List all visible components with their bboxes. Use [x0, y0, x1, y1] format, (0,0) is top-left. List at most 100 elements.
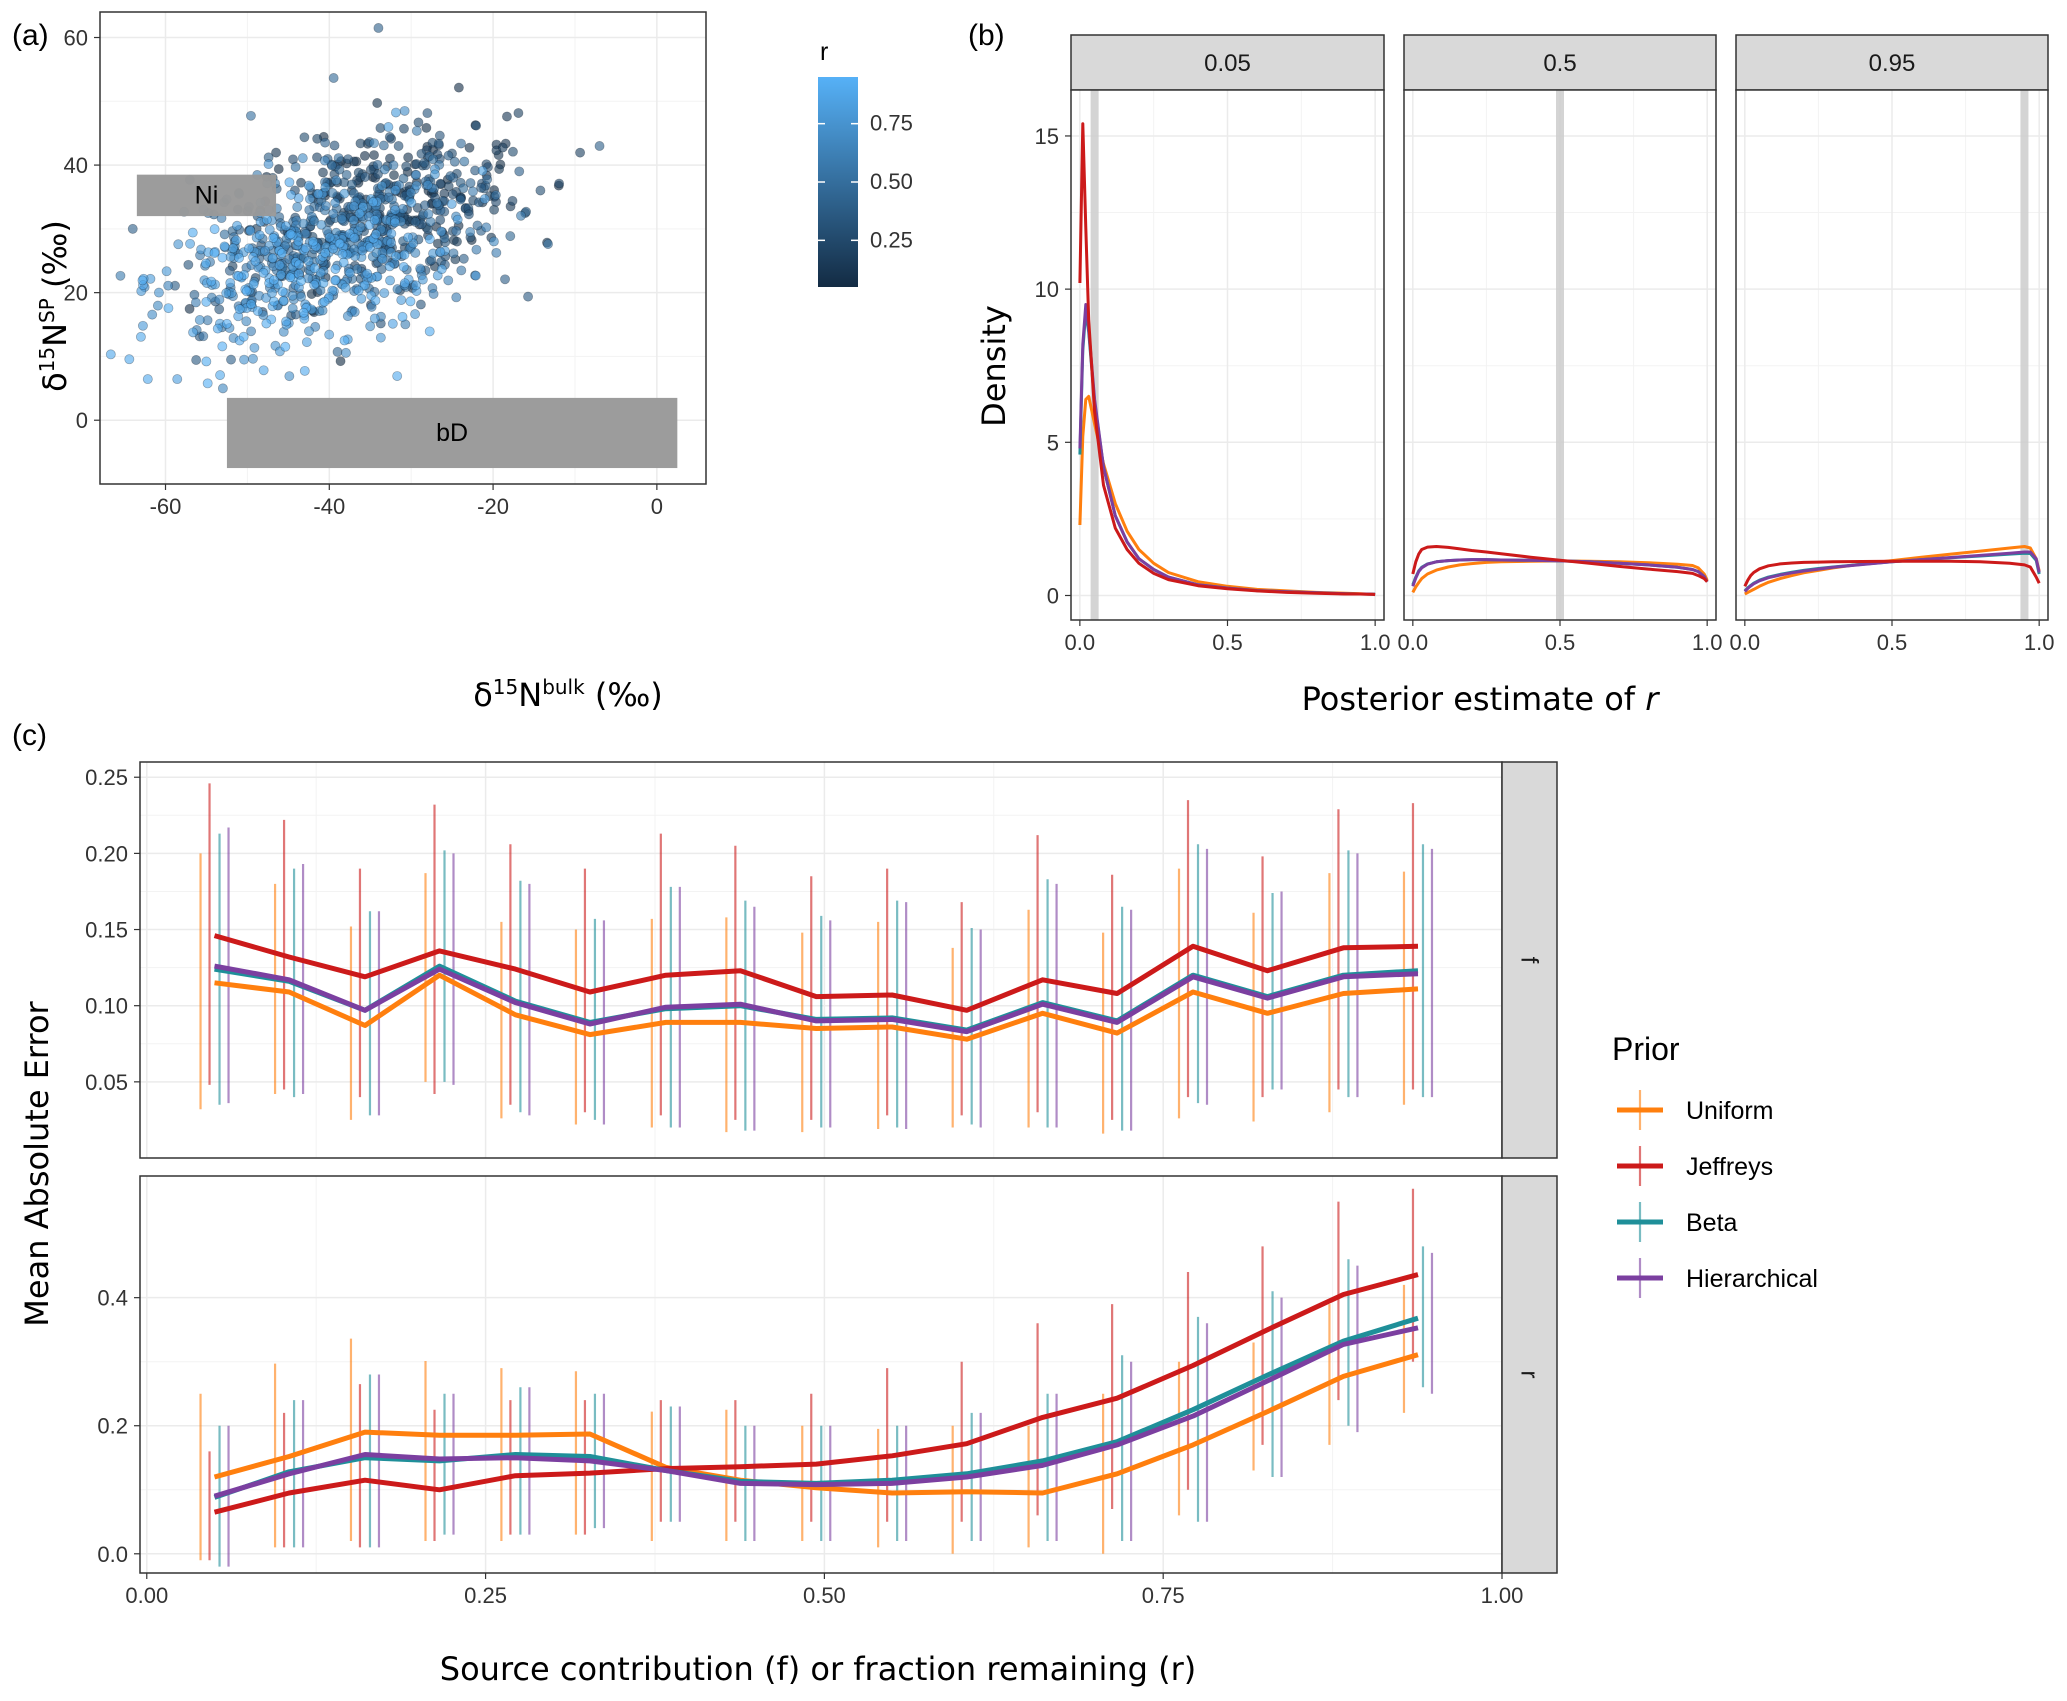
scatter-point: [385, 275, 396, 286]
scatter-point: [477, 165, 488, 176]
scatter-point: [214, 304, 225, 315]
scatter-point: [147, 309, 158, 320]
legend: Prior Uniform Jeffreys Beta Hierarchical: [1612, 1031, 1818, 1298]
density-line-hierarchical: [1411, 558, 1709, 587]
scatter-point: [124, 354, 135, 365]
scatter-point: [415, 299, 426, 310]
scatter-point: [389, 170, 399, 181]
scatter-point: [435, 215, 446, 225]
scatter-point: [320, 200, 331, 211]
scatter-point: [248, 279, 259, 290]
scatter-point: [152, 300, 163, 311]
scatter-point: [221, 318, 232, 329]
y-tick-label: 10: [1035, 277, 1059, 302]
y-tick-label: 0.15: [85, 918, 128, 943]
scatter-point: [369, 214, 380, 225]
scatter-point: [417, 274, 428, 285]
x-tick-label: 1.0: [1692, 630, 1723, 655]
scatter-point: [472, 220, 483, 231]
scatter-point: [346, 179, 357, 190]
scatter-point: [345, 268, 355, 278]
scatter-point: [371, 229, 381, 240]
scatter-point: [212, 323, 223, 334]
scatter-point: [188, 327, 199, 338]
x-tick-label: 0.5: [1877, 630, 1908, 655]
legend-title: Prior: [1612, 1031, 1680, 1067]
scatter-point: [575, 147, 586, 158]
scatter-point: [398, 173, 409, 184]
y-tick-label: 0.20: [85, 841, 128, 866]
x-tick-label: 0: [651, 494, 663, 519]
scatter-point: [324, 329, 335, 340]
scatter-point: [341, 169, 352, 180]
scatter-point: [433, 138, 444, 149]
scatter-point: [209, 224, 220, 235]
facet-strip-label: 0.95: [1869, 50, 1916, 77]
y-tick-label: 0.4: [97, 1286, 128, 1311]
scatter-point: [238, 331, 249, 342]
scatter-point: [423, 209, 434, 219]
scatter-point: [482, 174, 493, 185]
scatter-point: [246, 299, 257, 310]
y-tick-label: 15: [1035, 124, 1059, 149]
scatter-point: [336, 213, 347, 224]
scatter-point: [379, 164, 390, 175]
scatter-point: [258, 267, 269, 278]
scatter-point: [245, 225, 256, 236]
scatter-point: [390, 217, 401, 228]
scatter-point: [348, 188, 359, 199]
scatter-point: [447, 189, 458, 200]
scatter-point: [422, 180, 433, 190]
scatter-point: [411, 125, 422, 136]
scatter-point: [340, 282, 351, 293]
scatter-point: [225, 251, 236, 262]
scatter-point: [217, 383, 228, 394]
scatter-point: [198, 331, 209, 342]
scatter-point: [449, 156, 460, 167]
scatter-point: [368, 197, 379, 208]
x-tick-label: 0.0: [1730, 630, 1761, 655]
panel-a-scatter: -60 -40 -20 0 0 20 40 60 Ni bD 0.25 0.50 0.75: [64, 11, 913, 519]
scatter-point: [377, 180, 387, 191]
scatter-point: [481, 222, 492, 233]
facet-strip-label: r: [1516, 1371, 1543, 1379]
scatter-point: [200, 258, 211, 269]
scatter-point: [471, 120, 482, 131]
scatter-point: [217, 341, 228, 352]
mae-line-jeffreys: [213, 1272, 1419, 1515]
scatter-point: [163, 280, 174, 291]
scatter-point: [349, 233, 360, 243]
colorbar-tick-label: 0.50: [870, 169, 913, 194]
scatter-point: [217, 252, 228, 263]
scatter-point: [403, 232, 414, 243]
scatter-point: [303, 256, 314, 266]
x-tick-label: -20: [477, 494, 509, 519]
scatter-point: [330, 264, 341, 274]
scatter-point: [424, 234, 435, 245]
scatter-point: [429, 169, 440, 180]
scatter-point: [458, 183, 469, 194]
scatter-point: [286, 189, 296, 200]
scatter-point: [428, 289, 439, 299]
panel-b-x-axis-title: Posterior estimate of r: [1302, 680, 1661, 718]
panel-a-y-axis-title: δ15NSP (‰): [35, 220, 74, 392]
scatter-point: [383, 192, 394, 203]
scatter-point: [234, 252, 244, 263]
scatter-point: [173, 239, 184, 250]
scatter-point: [355, 222, 366, 232]
scatter-point: [455, 194, 466, 205]
scatter-point: [294, 259, 304, 270]
scatter-point: [327, 188, 338, 198]
scatter-point: [219, 241, 230, 252]
scatter-point: [278, 295, 289, 306]
scatter-point: [287, 290, 298, 301]
panel-label-b: (b): [968, 19, 1005, 52]
scatter-point: [397, 311, 408, 322]
scatter-point: [290, 162, 301, 172]
scatter-point: [456, 265, 467, 276]
scatter-point: [343, 154, 354, 165]
scatter-point: [554, 178, 565, 189]
x-tick-label: 1.0: [1360, 630, 1391, 655]
scatter-point: [244, 243, 254, 254]
scatter-point: [349, 307, 360, 317]
